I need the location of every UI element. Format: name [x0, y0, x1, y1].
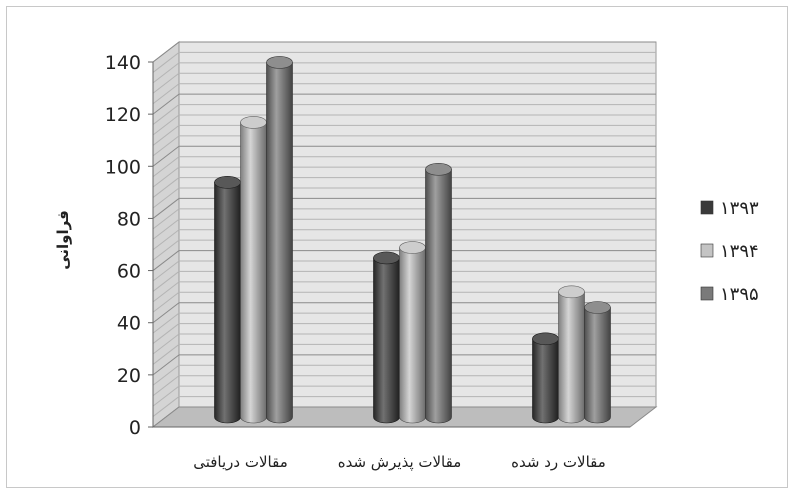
legend-label: ۱۳۹۵	[720, 284, 759, 305]
category-labels: مقالات دریافتی مقالات پذیرش شده مقالات رد …	[193, 453, 606, 472]
gridline-side	[152, 218, 180, 240]
gridline-side	[152, 291, 180, 313]
gridline-side	[152, 83, 180, 105]
y-tick-label: 140	[105, 52, 141, 74]
category-label: مقالات دریافتی	[193, 453, 288, 471]
bar-top	[532, 332, 559, 346]
legend-swatch	[700, 200, 714, 215]
gridline-side	[152, 271, 180, 292]
bar-top	[240, 116, 267, 129]
legend-swatch	[700, 286, 714, 301]
y-axis-ticks: 0 20 40 60 80 100 120 140	[105, 52, 153, 439]
bar-top	[266, 56, 293, 69]
gridline-side	[152, 125, 180, 146]
bars	[214, 56, 611, 424]
bar	[214, 182, 241, 424]
legend-label: ۱۳۹۳	[720, 198, 759, 219]
gridline-side	[152, 385, 180, 407]
category-label: مقالات پذیرش شده	[338, 453, 462, 472]
bar-top	[214, 176, 241, 189]
legend-swatch	[700, 243, 714, 258]
gridline-side	[152, 198, 180, 219]
bar	[373, 257, 400, 424]
gridline-side	[152, 323, 180, 344]
gridline-side	[152, 260, 180, 282]
bar-top	[373, 251, 400, 265]
gridline-side	[152, 364, 180, 386]
bar	[425, 169, 452, 424]
gridline-side	[152, 41, 180, 63]
side-wall	[152, 40, 180, 429]
y-tick-label: 0	[129, 417, 141, 439]
bar	[399, 247, 426, 424]
bar-top	[584, 301, 611, 314]
gridline-side	[152, 302, 180, 324]
gridline-side	[152, 104, 180, 125]
gridline-side	[152, 239, 180, 261]
gridline-side	[152, 229, 180, 251]
legend-label: ۱۳۹۴	[720, 241, 759, 262]
bar	[240, 122, 267, 424]
y-tick-label: 120	[105, 104, 141, 126]
y-tick-label: 20	[117, 365, 141, 387]
bar	[532, 338, 559, 424]
gridline-side	[152, 333, 180, 355]
gridline-side	[152, 344, 180, 365]
bar	[584, 307, 611, 424]
gridline-side	[152, 72, 180, 94]
y-tick-label: 80	[117, 208, 141, 230]
y-tick-label: 100	[105, 156, 141, 178]
bar	[266, 62, 293, 424]
category-label: مقالات رد شده	[511, 453, 606, 471]
gridline-side	[152, 52, 180, 73]
gridline-side	[152, 281, 180, 303]
gridline-side	[152, 250, 180, 271]
gridline-side	[152, 62, 180, 84]
gridline-side	[152, 396, 180, 417]
gridline-side	[152, 312, 180, 334]
gridline-side	[152, 156, 180, 178]
gridline-side	[152, 145, 180, 167]
gridline-side	[152, 177, 180, 198]
gridline-side	[152, 187, 180, 209]
gridline-side	[152, 93, 180, 115]
y-tick-label: 60	[117, 261, 141, 283]
y-axis-title: فراوانی	[54, 210, 72, 270]
gridline-side	[152, 135, 180, 157]
bar-top	[399, 241, 426, 254]
gridline-side	[152, 166, 180, 188]
bar-top	[425, 163, 452, 176]
bar-top	[558, 285, 585, 299]
gridline-side	[152, 375, 180, 397]
gridline-side	[152, 208, 180, 230]
gridline-side	[152, 114, 180, 136]
bar	[558, 291, 585, 424]
legend: ۱۳۹۳ ۱۳۹۴ ۱۳۹۵	[700, 198, 759, 305]
gridline-side	[152, 354, 180, 376]
y-tick-label: 40	[117, 313, 141, 335]
